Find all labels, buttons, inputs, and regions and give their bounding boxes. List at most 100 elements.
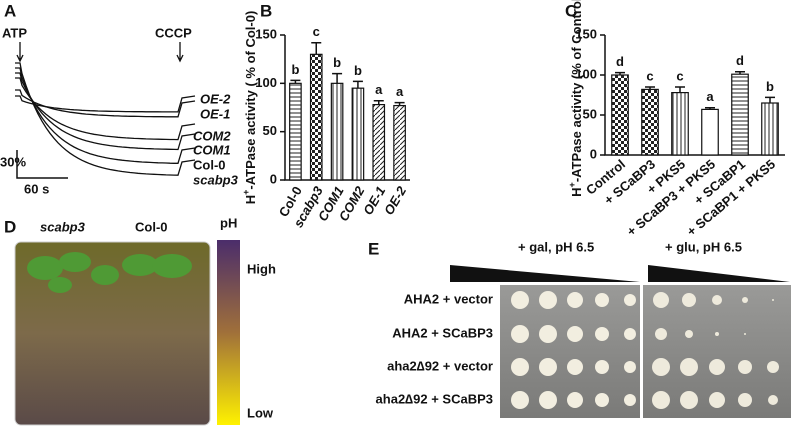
trace-label: COM2 bbox=[193, 128, 231, 143]
colony bbox=[709, 392, 725, 408]
trace bbox=[15, 95, 196, 113]
colony bbox=[680, 391, 698, 409]
error-bar bbox=[373, 99, 384, 105]
colony bbox=[567, 326, 583, 342]
y-axis-label: H+-ATPase activity (% of Control) bbox=[567, 0, 584, 197]
colony bbox=[655, 328, 667, 340]
colony bbox=[744, 333, 746, 335]
panel-label: C bbox=[565, 1, 577, 20]
scale-y: 30% bbox=[0, 154, 26, 169]
axis bbox=[284, 35, 410, 181]
significance-letter: a bbox=[375, 82, 383, 97]
colony bbox=[624, 294, 636, 306]
bar bbox=[309, 53, 323, 181]
trace-label: Col-0 bbox=[193, 157, 226, 172]
significance-letter: c bbox=[313, 24, 320, 39]
colony bbox=[567, 392, 583, 408]
atp-label: ATP bbox=[2, 25, 27, 40]
colony bbox=[539, 358, 557, 376]
dilution-wedge bbox=[450, 265, 640, 282]
significance-letter: c bbox=[676, 68, 683, 83]
bar bbox=[611, 74, 629, 156]
colony bbox=[712, 295, 722, 305]
colony bbox=[511, 391, 529, 409]
colony bbox=[742, 297, 748, 303]
row-label: aha2∆92 + vector bbox=[387, 358, 493, 373]
colony bbox=[680, 358, 698, 376]
y-axis-label-part: + bbox=[241, 190, 251, 195]
y-tick-label: 100 bbox=[255, 75, 277, 90]
colorbar bbox=[217, 240, 240, 425]
colony bbox=[539, 325, 557, 343]
scale-bar bbox=[16, 150, 68, 179]
colony bbox=[682, 293, 696, 307]
error-bar bbox=[332, 72, 343, 84]
trace bbox=[15, 89, 196, 118]
colony bbox=[595, 393, 609, 407]
error-bar bbox=[765, 96, 775, 103]
dilution-wedge bbox=[648, 265, 790, 282]
trace-label: scabp3 bbox=[193, 172, 239, 187]
colony bbox=[738, 360, 752, 374]
y-axis-label-part: H bbox=[243, 195, 258, 204]
colony bbox=[715, 332, 719, 336]
colony bbox=[539, 391, 557, 409]
significance-letter: c bbox=[646, 68, 653, 83]
scale-x: 60 s bbox=[24, 181, 49, 196]
condition-label: + gal, pH 6.5 bbox=[518, 239, 594, 254]
row-label: AHA2 + vector bbox=[404, 291, 493, 306]
panel-label: E bbox=[368, 239, 379, 258]
trace-label: COM1 bbox=[193, 142, 231, 157]
bar bbox=[671, 91, 689, 156]
colony bbox=[595, 327, 609, 341]
colony bbox=[685, 330, 693, 338]
y-tick-label: 50 bbox=[583, 106, 597, 121]
trace bbox=[15, 77, 196, 141]
bar bbox=[641, 88, 659, 156]
arrow bbox=[176, 42, 184, 63]
significance-letter: a bbox=[706, 89, 714, 104]
panel-label: B bbox=[260, 1, 272, 20]
significance-letter: d bbox=[736, 53, 744, 68]
x-tick-label: OE-2 bbox=[381, 183, 410, 217]
significance-letter: b bbox=[766, 79, 774, 94]
colony bbox=[511, 325, 529, 343]
panel-label: A bbox=[4, 1, 16, 20]
trace bbox=[15, 62, 196, 176]
colonies: AHA2 + vector AHA2 + SCaBP3 aha2∆92 + vect… bbox=[376, 291, 779, 409]
significance-letter: b bbox=[354, 63, 362, 78]
error-bar bbox=[675, 86, 685, 93]
y-tick-label: 150 bbox=[575, 26, 597, 41]
y-tick-label: 100 bbox=[575, 66, 597, 81]
bar bbox=[351, 87, 365, 181]
row-label: AHA2 + SCaBP3 bbox=[392, 325, 493, 340]
bar bbox=[330, 82, 344, 181]
error-bar bbox=[615, 71, 625, 75]
colony bbox=[595, 360, 609, 374]
colony bbox=[709, 359, 725, 375]
y-tick-label: 50 bbox=[263, 123, 277, 138]
error-bar bbox=[311, 41, 322, 55]
significance-letter: a bbox=[396, 84, 404, 99]
bar bbox=[289, 82, 302, 181]
error-bar bbox=[394, 101, 405, 106]
colony bbox=[511, 291, 529, 309]
error-bar bbox=[735, 71, 745, 75]
colony bbox=[624, 394, 636, 406]
y-axis-label-part: H bbox=[569, 187, 584, 196]
error-bar bbox=[290, 79, 301, 84]
colorbar-high: High bbox=[247, 261, 276, 276]
error-bar bbox=[352, 80, 363, 89]
arrow bbox=[16, 42, 24, 63]
y-axis-label-part: -ATPase activity ( % of Col-0) bbox=[243, 11, 258, 190]
colony bbox=[624, 361, 636, 373]
bar bbox=[701, 108, 719, 156]
y-axis-label-part: -ATPase activity (% of Control) bbox=[569, 0, 584, 182]
y-tick-label: 150 bbox=[255, 26, 277, 41]
bar bbox=[731, 73, 749, 156]
colony bbox=[767, 361, 779, 373]
genotype-label: scabp3 bbox=[40, 219, 86, 234]
y-axis-label: H+-ATPase activity ( % of Col-0) bbox=[241, 11, 258, 205]
colony bbox=[624, 328, 636, 340]
